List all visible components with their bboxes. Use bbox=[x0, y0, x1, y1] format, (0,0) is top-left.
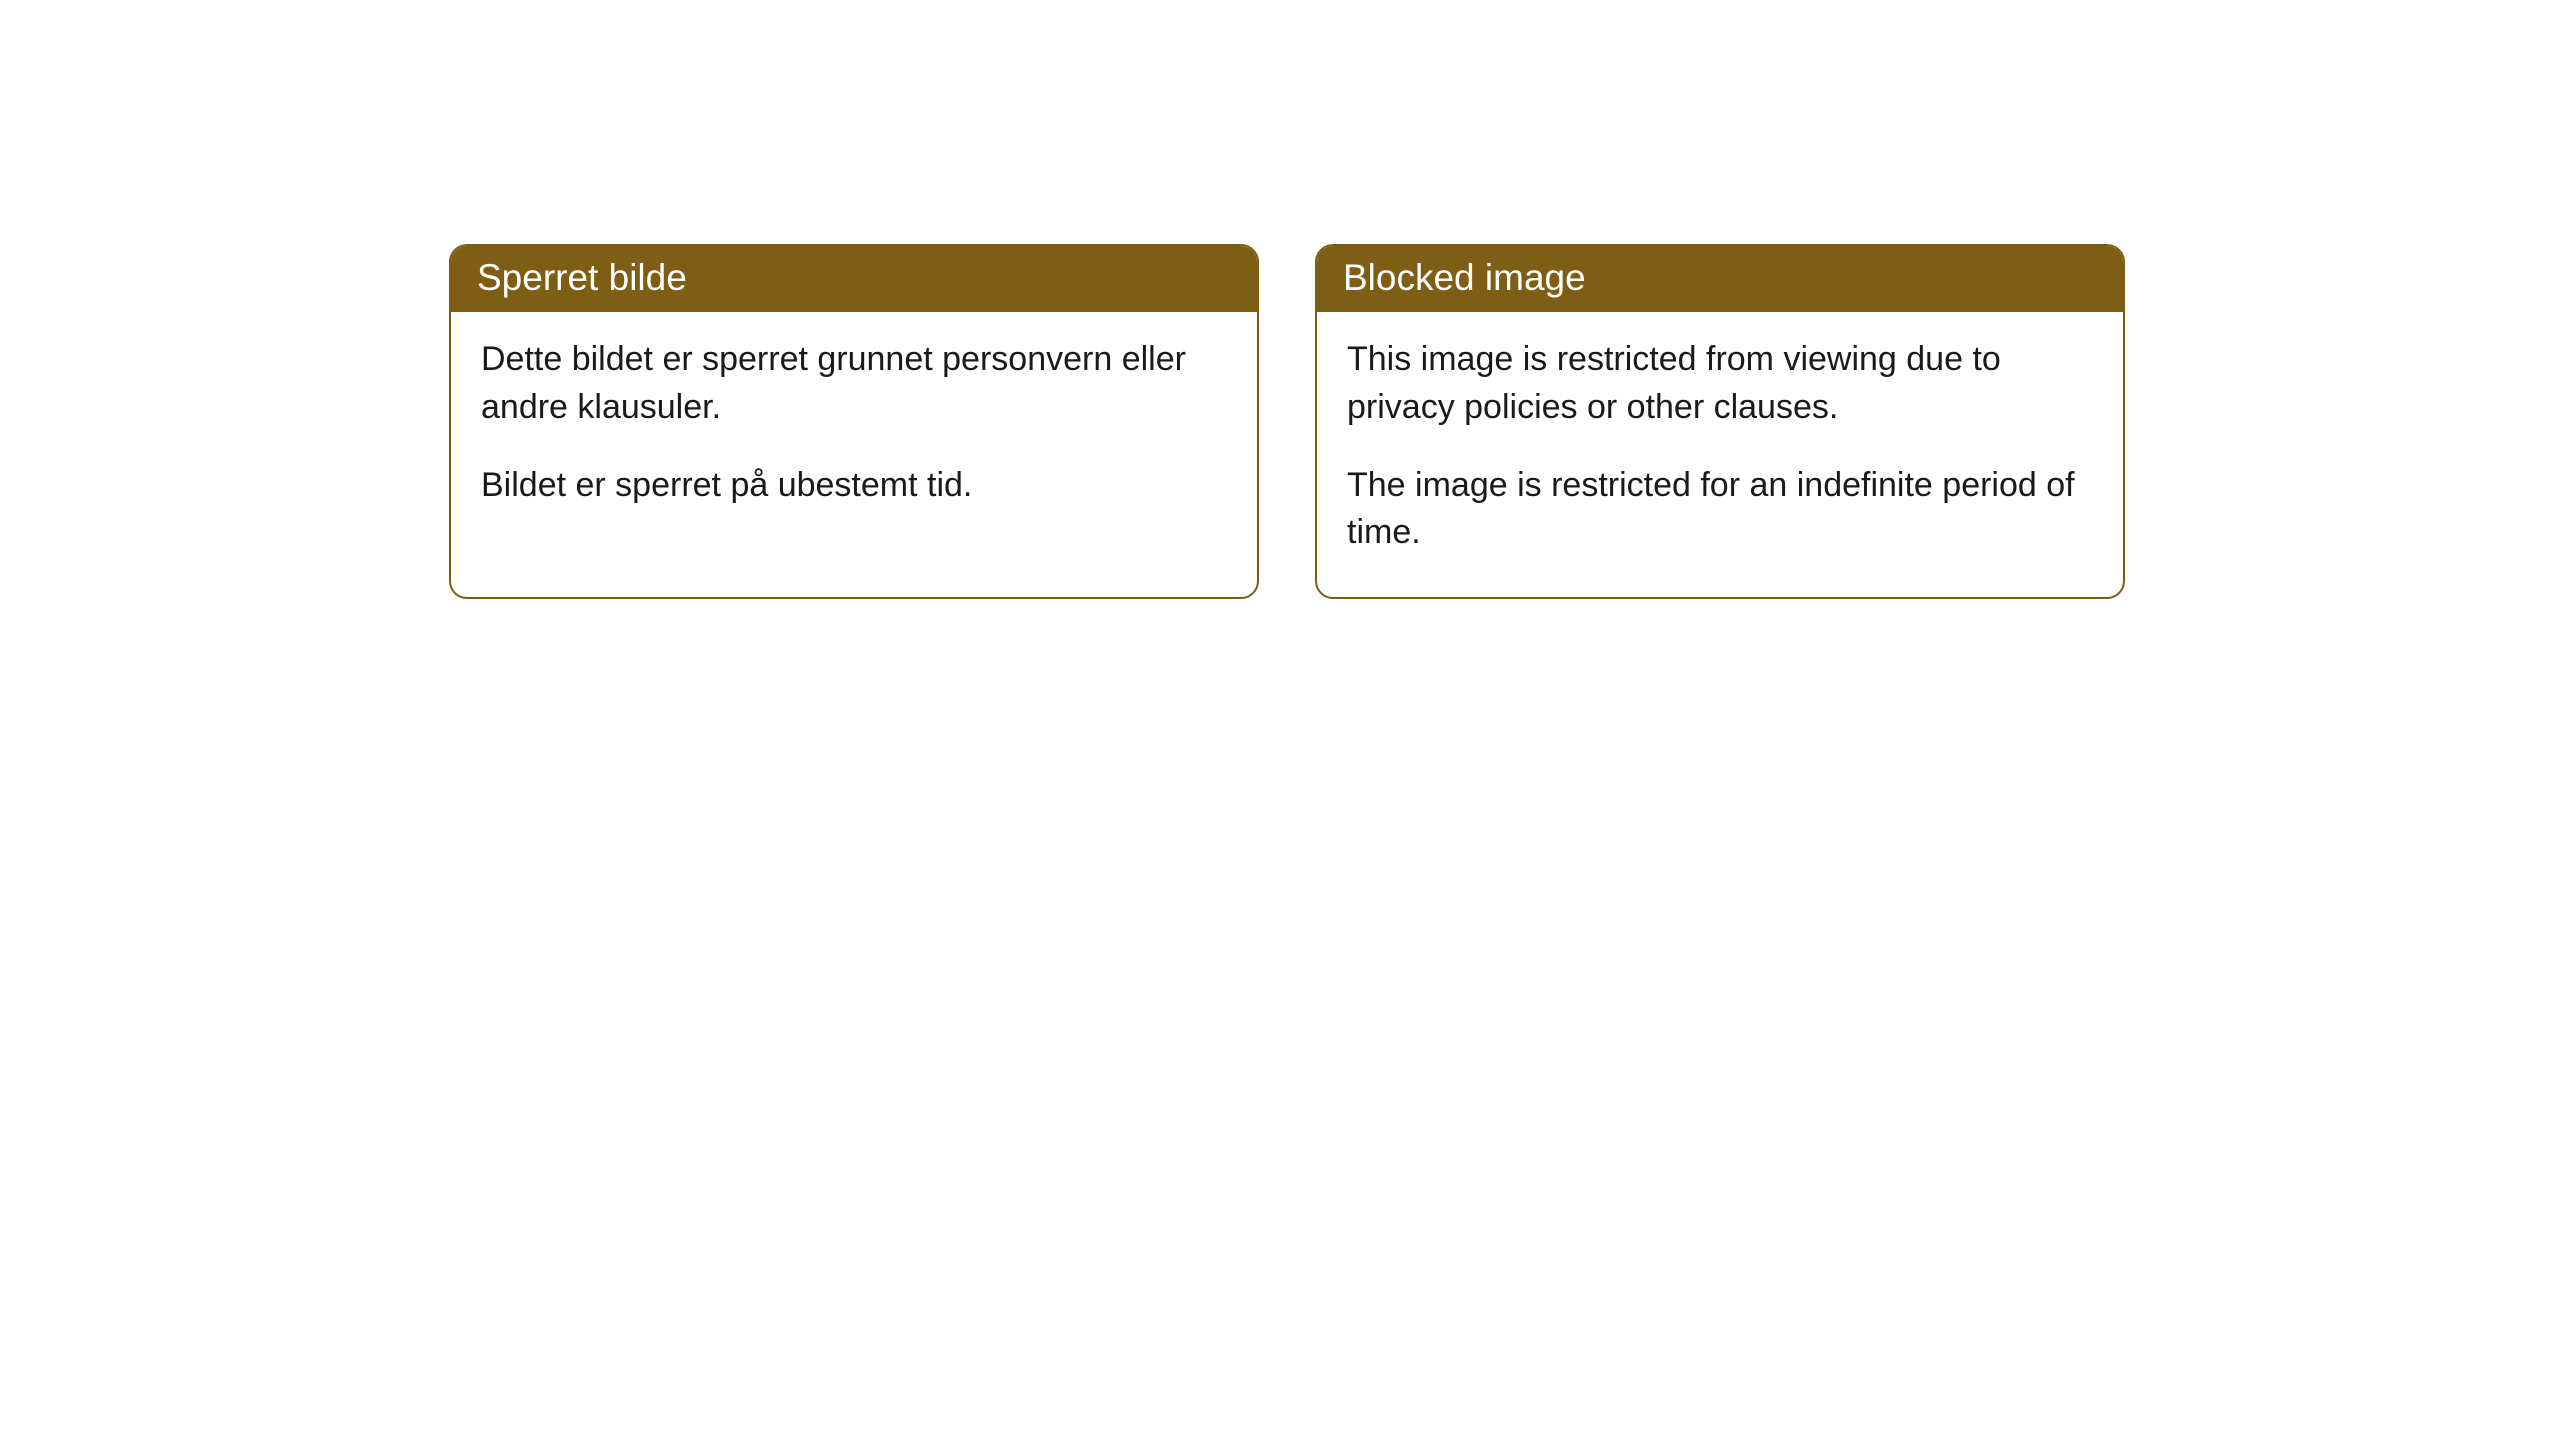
notice-card-english: Blocked image This image is restricted f… bbox=[1315, 244, 2125, 599]
card-paragraph: Bildet er sperret på ubestemt tid. bbox=[481, 462, 1227, 510]
card-title: Sperret bilde bbox=[477, 257, 687, 298]
notice-card-norwegian: Sperret bilde Dette bildet er sperret gr… bbox=[449, 244, 1259, 599]
card-paragraph: This image is restricted from viewing du… bbox=[1347, 336, 2093, 431]
card-header: Blocked image bbox=[1317, 246, 2123, 312]
card-body: Dette bildet er sperret grunnet personve… bbox=[451, 312, 1257, 549]
card-title: Blocked image bbox=[1343, 257, 1586, 298]
notice-cards-container: Sperret bilde Dette bildet er sperret gr… bbox=[449, 244, 2125, 599]
card-paragraph: The image is restricted for an indefinit… bbox=[1347, 462, 2093, 557]
card-body: This image is restricted from viewing du… bbox=[1317, 312, 2123, 596]
card-paragraph: Dette bildet er sperret grunnet personve… bbox=[481, 336, 1227, 431]
card-header: Sperret bilde bbox=[451, 246, 1257, 312]
